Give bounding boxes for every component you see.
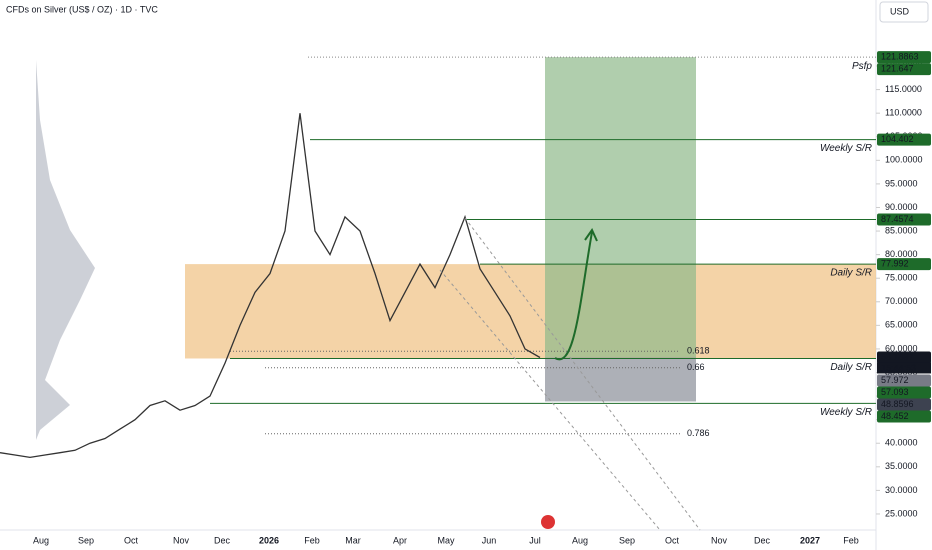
x-tick-label: Dec — [214, 535, 231, 545]
price-tag — [877, 133, 931, 146]
chart-title: CFDs on Silver (US$ / OZ) · 1D · TVC — [6, 4, 158, 14]
y-tick-label: 90.0000 — [885, 202, 918, 212]
y-tick-label: 95.0000 — [885, 178, 918, 188]
x-tick-label: Mar — [345, 535, 361, 545]
x-tick-label: Feb — [304, 535, 320, 545]
price-tag — [877, 398, 931, 411]
price-tag-label: 57.093 — [881, 387, 909, 397]
y-tick-label: 75.0000 — [885, 273, 918, 283]
x-tick-label: Oct — [124, 535, 139, 545]
x-tick-label: Feb — [843, 535, 859, 545]
y-tick-label: 60.0000 — [885, 343, 918, 353]
x-tick-label: Aug — [572, 535, 588, 545]
fib-label: 0.618 — [687, 346, 710, 356]
x-tick-label: Sep — [619, 535, 635, 545]
y-tick-label: 80.0000 — [885, 249, 918, 259]
price-tag — [877, 351, 931, 364]
fib-label: 0.66 — [687, 362, 705, 372]
trend-line — [439, 269, 661, 531]
zone — [545, 57, 696, 358]
level-label: Psfp — [852, 61, 872, 72]
x-tick-label: Apr — [393, 535, 407, 545]
price-tag-label: 48.452 — [881, 411, 909, 421]
currency-button[interactable] — [879, 1, 929, 23]
y-tick-label: 70.0000 — [885, 296, 918, 306]
price-tag-label: 77.992 — [881, 258, 909, 268]
currency-label: USD — [890, 6, 910, 16]
volume-profile — [36, 60, 95, 440]
x-tick-label: Nov — [173, 535, 190, 545]
x-tick-label: Nov — [711, 535, 728, 545]
y-tick-label: 100.0000 — [885, 155, 923, 165]
x-tick-label: Dec — [754, 535, 771, 545]
price-tag — [877, 213, 931, 226]
level-label: Daily S/R — [830, 268, 872, 279]
price-tag — [877, 258, 931, 271]
price-tag-label: 57.972 — [881, 375, 909, 385]
level-label: Weekly S/R — [820, 143, 872, 154]
drawings — [439, 217, 701, 531]
price-tag-label: 104.402 — [881, 134, 914, 144]
x-tick-label: Jun — [482, 535, 497, 545]
y-tick-label: 65.0000 — [885, 320, 918, 330]
countdown-tag — [877, 362, 931, 374]
price-tag-label: 87.4574 — [881, 214, 914, 224]
price-tag — [877, 374, 931, 387]
y-tick-label: 35.0000 — [885, 461, 918, 471]
y-tick-label: 25.0000 — [885, 508, 918, 518]
arrow-head — [584, 227, 598, 242]
y-tick-label: 115.0000 — [885, 84, 922, 94]
projection-arrow — [554, 231, 593, 361]
price-line — [0, 113, 541, 459]
x-tick-label: 2027 — [800, 535, 820, 545]
y-tick-label: 110.0000 — [885, 108, 922, 118]
price-tag — [877, 410, 931, 423]
trend-line — [464, 217, 701, 531]
price-tag-label: 58.1897 — [881, 352, 914, 362]
price-tag — [877, 63, 931, 76]
y-tick-label: 85.0000 — [885, 225, 918, 235]
price-tag-label: 48.8596 — [881, 399, 914, 409]
price-tag-label: 121.647 — [881, 63, 914, 73]
fib-label: 0.786 — [687, 428, 710, 438]
event-icon[interactable] — [541, 515, 555, 529]
level-label: Weekly S/R — [820, 407, 872, 418]
x-tick-label: 2026 — [259, 535, 279, 545]
y-tick-label: 40.0000 — [885, 438, 918, 448]
price-tag — [877, 386, 931, 399]
x-tick-label: Oct — [665, 535, 680, 545]
price-tag-label: 121.8863 — [881, 51, 919, 61]
x-tick-label: Sep — [78, 535, 94, 545]
zone — [185, 264, 876, 359]
level-label: Daily S/R — [830, 362, 872, 373]
x-tick-label: May — [437, 535, 455, 545]
x-tick-label: Aug — [33, 535, 49, 545]
y-tick-label: 30.0000 — [885, 485, 918, 495]
volume-profile-shape — [36, 60, 95, 440]
x-tick-label: Jul — [529, 535, 541, 545]
price-tag — [877, 51, 931, 64]
countdown: 15:44:53 — [881, 363, 916, 373]
zone — [545, 357, 696, 402]
